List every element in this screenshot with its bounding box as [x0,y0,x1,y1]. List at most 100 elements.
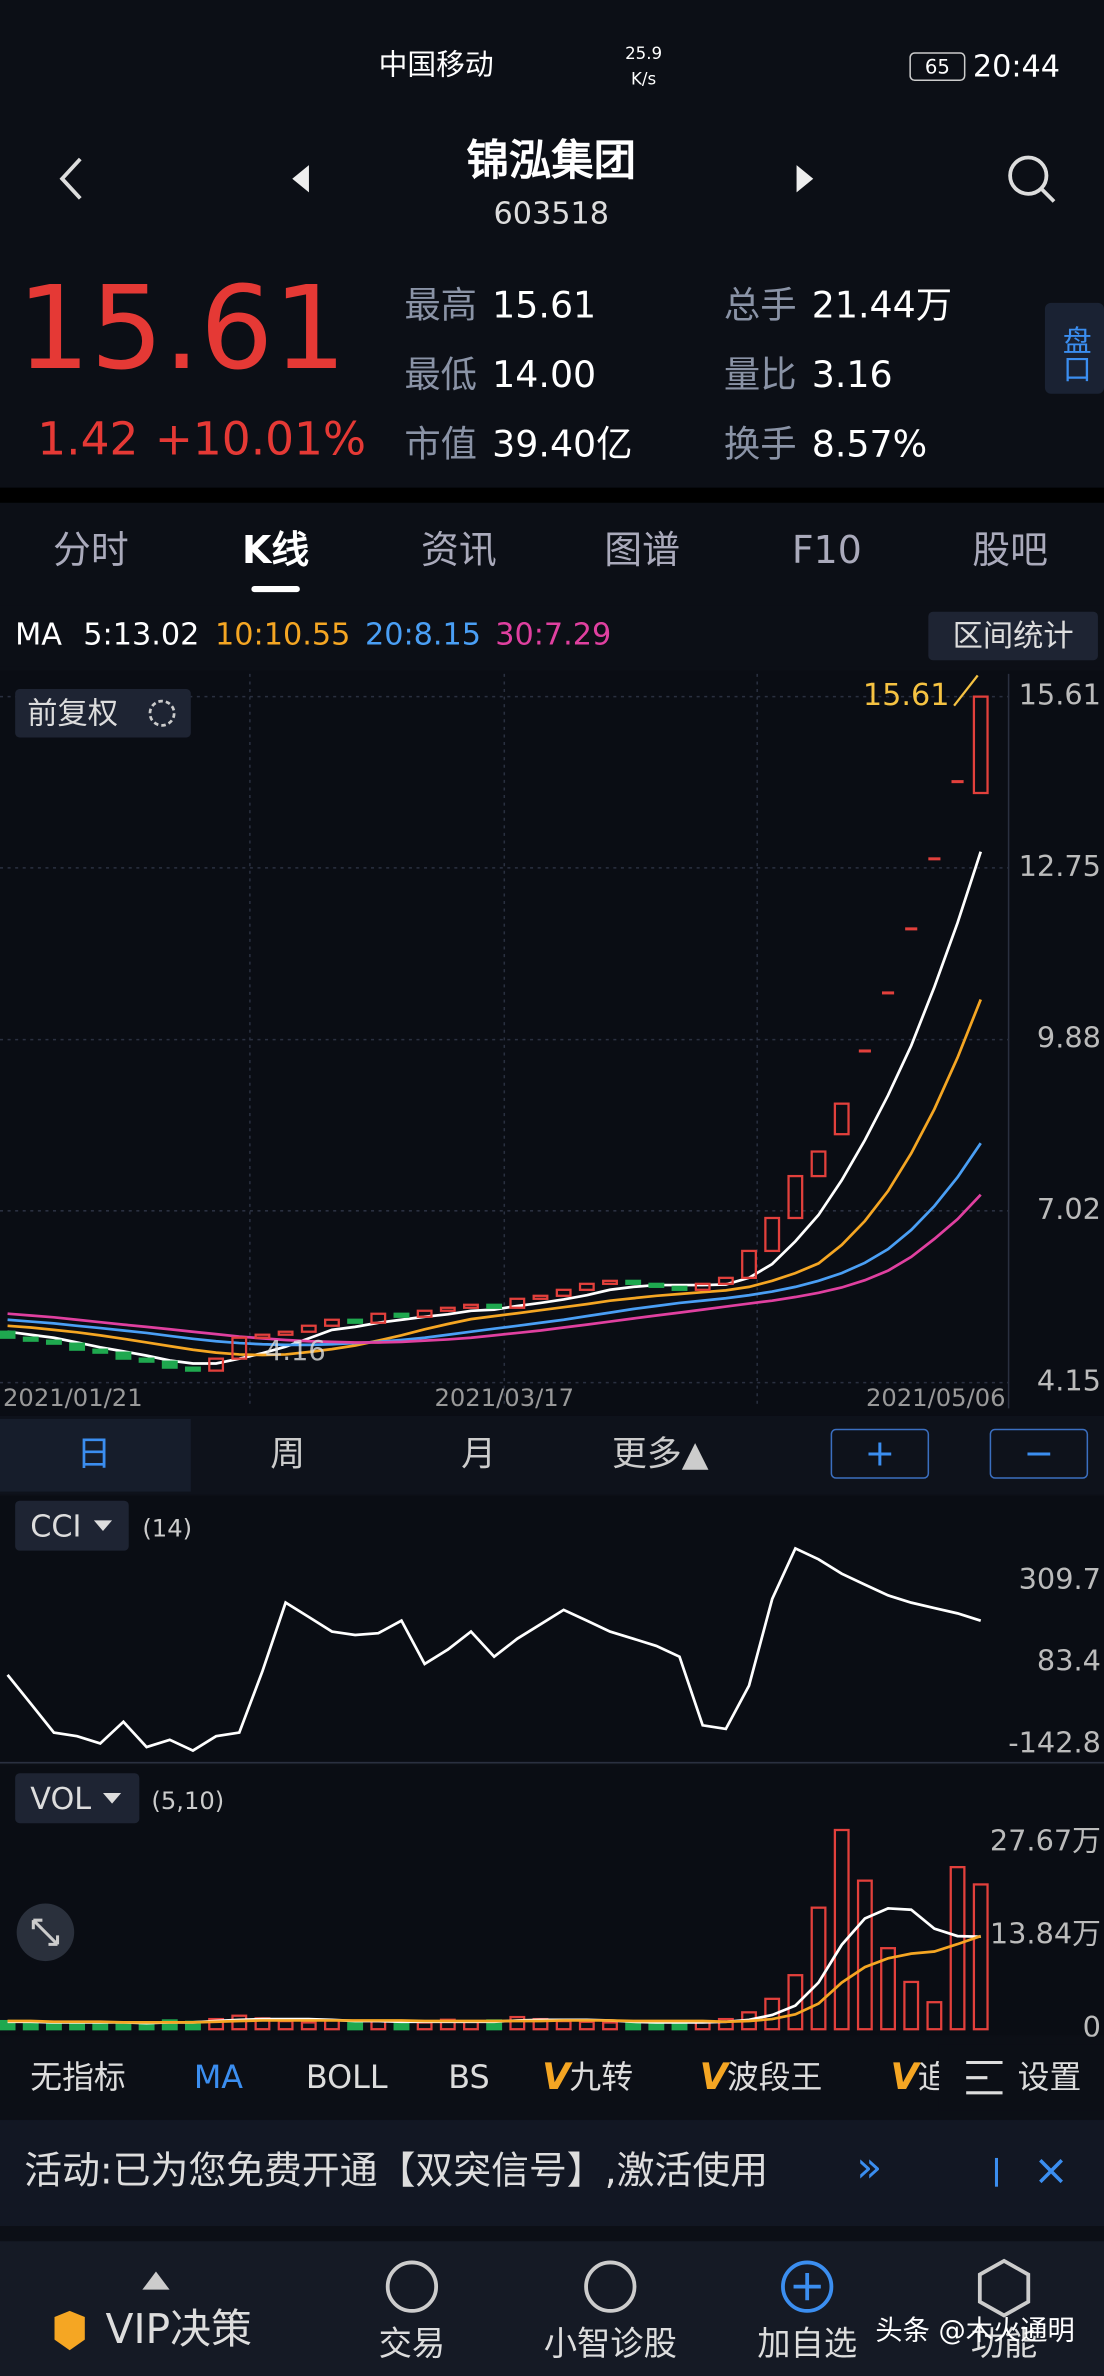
ma-bar [0,605,1104,667]
tab[interactable]: K线 [242,528,309,572]
banner-close[interactable]: × [1033,2146,1069,2195]
nav-item[interactable]: VIP决策 [105,2305,251,2353]
indicator[interactable]: MA [194,2059,243,2096]
range-stat-button[interactable] [928,611,1098,661]
volume-bar [393,2022,410,2031]
banner-more[interactable]: » [856,2143,882,2192]
tab[interactable]: 资讯 [421,528,497,572]
candle [208,1357,225,1372]
time: 20:44 [973,50,1060,85]
candle [602,1279,618,1285]
candle [231,1336,248,1360]
indicator-label: MA [194,2059,243,2096]
date-label: 2021/03/17 [434,1384,574,1412]
dropdown-arrow [93,1520,113,1531]
stat-value: 3.16 [812,353,893,396]
trade-icon [385,2260,439,2313]
y-tick-label: 15.61 [1019,678,1101,712]
y-tick-label: 7.02 [1037,1192,1101,1226]
indicator[interactable]: BS [448,2059,489,2096]
ma-legend: 20:8.15 [365,618,481,653]
adjust-button[interactable] [15,689,191,738]
tab[interactable]: F10 [792,528,862,572]
v-badge: V [700,2055,731,2098]
search-icon [1040,187,1056,203]
cci-line [6,1546,982,1753]
cci-params: (14) [142,1514,192,1542]
tab[interactable]: 图谱 [604,528,680,572]
expand-icon [31,1918,60,1946]
period-tab[interactable]: 周 [270,1434,305,1474]
volume-bar [92,2022,109,2031]
price: 15.61 [17,262,346,396]
period-tab[interactable]: 月 [461,1434,496,1474]
indicator-label: 无指标 [30,2059,125,2096]
candle [254,1333,271,1339]
diagnose-icon [584,2260,637,2313]
next-stock[interactable] [796,165,814,193]
candle [347,1318,364,1324]
stat-label: 最低 [404,353,477,396]
add-icon [781,2260,834,2313]
volume-bar [880,1947,896,2031]
candle [416,1309,433,1318]
banner[interactable] [0,2120,1104,2227]
back-button[interactable] [59,157,82,200]
y-tick-label: 0 [1083,2010,1101,2044]
volume-bar [161,2019,178,2031]
cci-button[interactable] [15,1500,129,1551]
ma-line [7,851,983,1365]
candle [69,1342,86,1351]
vol-button[interactable] [15,1773,140,1824]
prev-stock[interactable] [292,165,309,193]
nav-item[interactable]: 交易 [379,2324,446,2363]
volume-bar [787,1974,804,2031]
search-button[interactable] [1008,155,1056,203]
volume-bar [602,2021,618,2031]
candle [92,1348,109,1354]
candle [22,1336,39,1342]
tab-underline [251,586,300,593]
change: 1.42 [37,413,138,466]
stat-value: 39.40亿 [492,423,632,466]
indicator-label: BS [448,2059,489,2096]
candle [486,1303,503,1309]
nav-item[interactable]: 加自选 [757,2324,857,2363]
battery: 65 [925,56,950,79]
volume-bar [671,2022,688,2031]
tab[interactable]: 股吧 [972,528,1048,572]
indicator-label: 九转 [569,2059,633,2096]
search-icon [1008,155,1049,196]
volume-bar [300,2021,317,2031]
candle [555,1288,572,1297]
zoom-out[interactable] [989,1428,1089,1479]
nav-item[interactable]: 小智诊股 [544,2324,677,2363]
volume-bar [717,2017,734,2031]
tab[interactable]: 分时 [53,528,129,572]
candle [787,1174,804,1220]
indicator[interactable]: V 波段王 [700,2055,823,2098]
candle [532,1294,549,1300]
indicator-label: 波段王 [727,2059,822,2096]
volume-bar [509,2015,526,2031]
indicator[interactable]: V 九转 [542,2055,633,2098]
volume-bar [972,1883,989,2031]
add-icon [793,2273,821,2301]
period-tab[interactable]: 更多▲ [612,1434,709,1474]
ma-legend: 30:7.29 [495,618,611,653]
volume-bar [810,1906,827,2031]
banner-text: 活动:已为您免费开通【双突信号】,激活使用 [24,2149,768,2193]
side-button[interactable] [1044,302,1104,394]
indicator[interactable]: BOLL [306,2059,388,2096]
net-speed: 25.9 [625,44,662,63]
nav-item[interactable]: 功能 [971,2324,1038,2363]
indicator[interactable]: 无指标 [30,2059,125,2096]
candle [671,1285,688,1291]
period-tab[interactable]: 日 [76,1434,111,1474]
volume-bar [347,2020,364,2031]
candle [370,1312,387,1324]
candle [833,1102,850,1136]
period-active [0,1418,191,1492]
zoom-in[interactable] [830,1428,930,1479]
